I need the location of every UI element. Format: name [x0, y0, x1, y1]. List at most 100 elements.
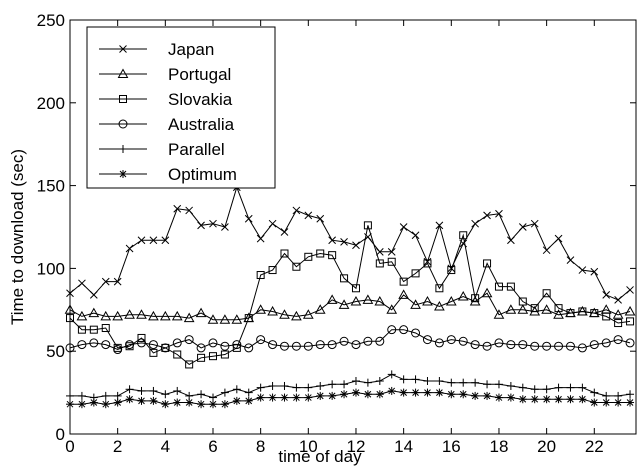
data-point-triangle — [183, 312, 195, 323]
data-point-star — [197, 400, 206, 409]
data-point-plus — [518, 383, 527, 392]
series-japan — [66, 183, 634, 304]
data-point-plus — [149, 386, 158, 395]
x-tick-label: 0 — [65, 437, 74, 456]
data-point-star — [363, 390, 372, 399]
data-point-square — [578, 307, 587, 316]
data-point-triangle — [362, 294, 374, 304]
data-point-x — [590, 267, 599, 276]
data-point-triangle — [76, 310, 88, 321]
data-point-x — [387, 247, 396, 256]
data-point-triangle — [469, 296, 481, 306]
data-point-x — [411, 231, 420, 240]
data-point-x — [352, 241, 360, 250]
data-point-x — [614, 296, 622, 304]
data-point-square — [399, 277, 408, 286]
data-point-triangle — [124, 309, 135, 319]
data-point-star — [471, 391, 480, 400]
data-point-x — [566, 256, 575, 264]
data-point-plus — [459, 378, 468, 387]
data-point-circle — [375, 336, 385, 346]
data-point-circle — [232, 340, 242, 350]
data-point-star — [614, 398, 623, 407]
legend-label-portugal: Portugal — [168, 65, 231, 84]
data-point-square — [459, 231, 468, 240]
data-point-triangle — [612, 309, 624, 319]
data-point-star — [483, 391, 492, 400]
data-point-square — [626, 317, 635, 326]
data-point-star — [244, 396, 253, 405]
data-point-circle — [89, 338, 99, 348]
data-point-star — [423, 388, 432, 397]
data-point-circle — [279, 341, 289, 351]
legend-item-australia: Australia — [99, 115, 235, 134]
data-point-plus — [340, 380, 349, 389]
data-point-plus — [173, 386, 182, 395]
data-point-x — [578, 266, 587, 274]
data-point-plus — [161, 390, 170, 399]
data-point-square — [244, 314, 253, 323]
data-point-square — [530, 304, 539, 313]
data-point-star — [411, 388, 420, 397]
data-point-x — [554, 234, 563, 243]
data-point-circle — [446, 335, 456, 345]
data-point-triangle — [219, 314, 231, 324]
data-point-circle — [339, 336, 349, 346]
data-point-star — [137, 396, 146, 405]
data-point-star — [125, 395, 134, 404]
data-point-square — [554, 304, 563, 313]
data-point-triangle — [481, 287, 493, 298]
data-point-circle — [113, 345, 123, 355]
legend-box — [86, 26, 276, 189]
data-point-square — [77, 325, 86, 334]
data-point-square — [435, 284, 444, 293]
data-point-plus — [77, 391, 86, 400]
data-point-square — [304, 252, 313, 261]
data-point-plus — [244, 388, 253, 397]
data-point-x — [173, 204, 182, 213]
data-point-circle — [601, 338, 611, 348]
data-point-triangle — [553, 309, 564, 319]
data-point-star — [494, 393, 503, 402]
data-point-square — [375, 259, 384, 268]
data-point-triangle — [422, 296, 433, 306]
data-point-plus — [232, 385, 241, 394]
data-point-x — [435, 221, 444, 230]
data-point-plus — [375, 377, 384, 386]
data-point-x — [101, 277, 110, 286]
x-axis-label: time of day — [278, 447, 362, 466]
legend-item-optimum: Optimum — [99, 165, 237, 184]
x-tick-label: 8 — [256, 437, 265, 456]
data-point-circle — [554, 341, 564, 351]
data-point-x — [507, 236, 515, 245]
data-point-star — [590, 398, 599, 407]
x-tick-label: 4 — [161, 437, 170, 456]
data-point-circle — [625, 338, 635, 348]
data-point-triangle — [493, 309, 505, 319]
data-point-circle — [518, 340, 528, 350]
data-point-x — [495, 209, 503, 218]
data-point-circle — [268, 340, 278, 350]
data-point-plus — [292, 383, 301, 392]
data-point-plus — [328, 380, 337, 389]
data-point-square — [149, 348, 158, 357]
data-point-circle — [208, 338, 218, 348]
data-point-square — [137, 333, 146, 342]
data-point-square — [411, 269, 420, 278]
data-point-triangle — [148, 310, 159, 321]
data-point-x — [292, 206, 301, 215]
data-point-star — [626, 398, 635, 407]
data-point-square — [506, 282, 515, 291]
data-point-star — [268, 393, 277, 402]
data-point-plus — [590, 388, 599, 397]
data-point-star — [328, 391, 337, 400]
data-point-circle — [470, 340, 480, 350]
data-point-square — [220, 350, 229, 359]
data-point-star — [447, 390, 456, 399]
data-point-plus — [101, 391, 110, 400]
data-point-star — [351, 388, 360, 397]
data-point-star — [280, 393, 289, 402]
legend-item-parallel: Parallel — [99, 140, 225, 159]
data-point-triangle — [398, 289, 409, 299]
data-point-plus — [387, 370, 396, 379]
